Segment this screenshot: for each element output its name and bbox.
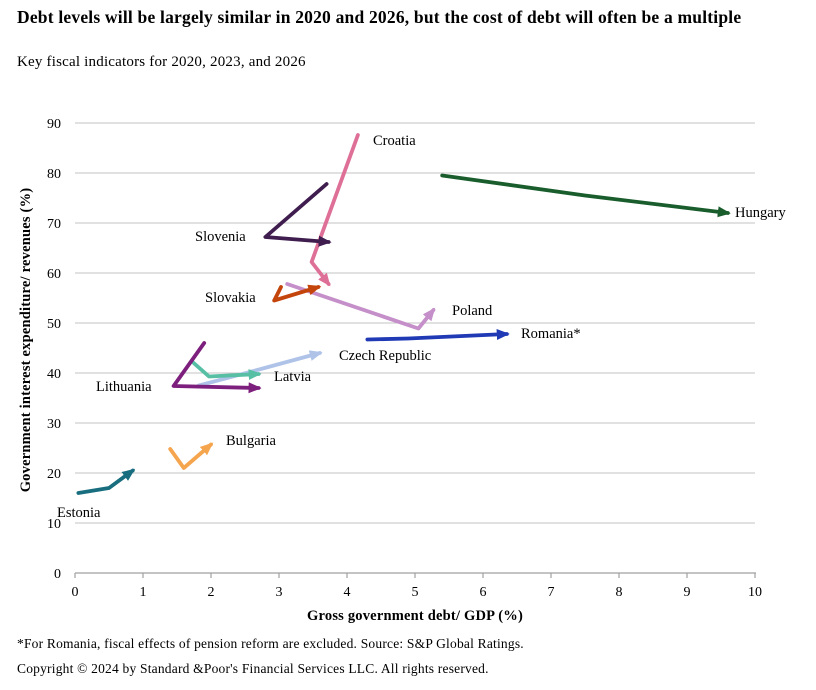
series-line-romania [365,328,510,342]
series-line-lithuania [171,341,262,394]
x-tick-label: 1 [140,585,147,600]
y-tick-label: 60 [47,267,61,282]
series-label-lithuania: Lithuania [96,379,152,395]
series-label-czech-republic: Czech Republic [339,348,431,364]
series-label-croatia: Croatia [373,133,416,149]
gridlines-layer [75,122,755,524]
series-line-slovakia [272,284,322,303]
x-axis-title: Gross government debt/ GDP (%) [307,608,523,624]
series-line-slovenia [263,182,332,247]
chart-title: Debt levels will be largely similar in 2… [17,7,742,27]
series-line-hungary [440,173,731,218]
y-tick-label: 10 [47,517,61,532]
series-label-romania: Romania* [521,326,581,342]
series-line-estonia [76,468,136,495]
series-layer [76,133,731,495]
y-axis-title: Government interest expenditure/ revenue… [18,188,34,493]
y-tick-label: 50 [47,317,61,332]
series-label-estonia: Estonia [57,505,101,521]
x-tick-label: 4 [344,585,351,600]
y-tick-label: 70 [47,217,61,232]
series-label-slovenia: Slovenia [195,229,246,245]
series-line-croatia [309,133,360,287]
series-line-bulgaria [168,442,214,470]
series-label-poland: Poland [452,303,493,319]
x-tick-label: 7 [548,585,555,600]
y-tick-label: 30 [47,417,61,432]
x-tick-label: 5 [412,585,419,600]
copyright-note: Copyright © 2024 by Standard &Poor's Fin… [17,661,489,676]
series-line-latvia [190,359,262,380]
series-line-poland [285,282,436,331]
source-note: *For Romania, fiscal effects of pension … [17,636,524,651]
y-tick-label: 0 [54,567,61,582]
x-tick-label: 0 [72,585,79,600]
x-tick-label: 9 [684,585,691,600]
y-tick-label: 20 [47,467,61,482]
series-label-latvia: Latvia [274,369,312,385]
chart-subtitle: Key fiscal indicators for 2020, 2023, an… [17,54,306,70]
axes-layer: 0 10 20 30 40 50 60 70 80 90 0 1 2 3 4 5 6 7 8 9 10 [47,117,762,600]
x-tick-label: 10 [748,585,762,600]
series-labels-layer: Hungary Czech Republic Latvia Lithuania Esto… [57,133,786,521]
x-tick-label: 2 [208,585,215,600]
series-label-bulgaria: Bulgaria [226,433,276,449]
x-tick-label: 3 [276,585,283,600]
x-tick-label: 6 [480,585,487,600]
y-tick-label: 80 [47,167,61,182]
y-tick-label: 40 [47,367,61,382]
y-tick-label: 90 [47,117,61,132]
series-label-slovakia: Slovakia [205,290,256,306]
x-tick-label: 8 [616,585,623,600]
series-label-hungary: Hungary [735,205,786,221]
